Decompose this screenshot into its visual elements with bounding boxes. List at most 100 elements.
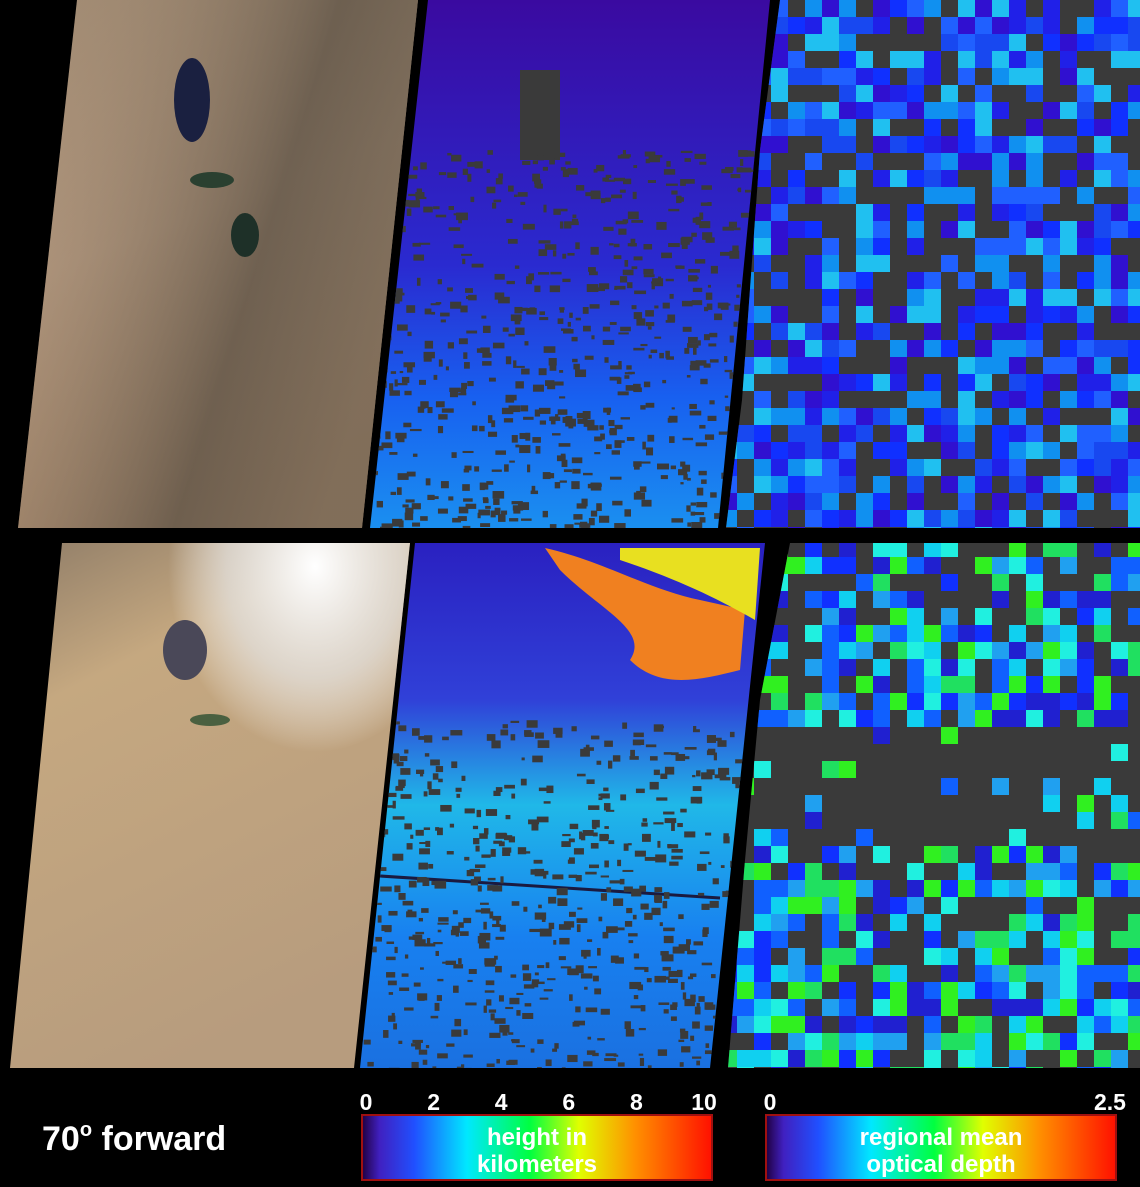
cell bbox=[856, 238, 873, 255]
speck bbox=[572, 214, 577, 219]
speck bbox=[620, 326, 631, 332]
speck bbox=[744, 189, 751, 193]
speck bbox=[691, 522, 703, 528]
depth-map-bottom bbox=[728, 543, 1140, 1068]
cell bbox=[771, 880, 788, 897]
cell bbox=[839, 642, 856, 659]
speck bbox=[583, 419, 595, 427]
speck bbox=[565, 418, 576, 427]
cell bbox=[890, 693, 907, 710]
speck bbox=[582, 325, 591, 332]
depth-caption: optical depth bbox=[866, 1151, 1015, 1178]
speck bbox=[624, 375, 630, 379]
speck bbox=[654, 895, 662, 903]
cell bbox=[1077, 965, 1094, 982]
speck bbox=[575, 875, 582, 882]
cell bbox=[771, 493, 788, 510]
speck bbox=[478, 942, 490, 949]
speck bbox=[580, 832, 586, 841]
speck bbox=[516, 1010, 521, 1016]
speck bbox=[667, 417, 672, 423]
speck bbox=[722, 226, 734, 231]
cell bbox=[941, 659, 958, 676]
speck bbox=[609, 321, 617, 325]
speck bbox=[397, 473, 409, 480]
speck bbox=[592, 1052, 599, 1057]
speck bbox=[538, 904, 542, 909]
speck bbox=[678, 1039, 685, 1043]
speck bbox=[721, 472, 728, 479]
speck bbox=[464, 362, 470, 369]
cell bbox=[1128, 1033, 1140, 1050]
speck bbox=[448, 206, 454, 211]
cell bbox=[788, 425, 805, 442]
cell bbox=[924, 710, 941, 727]
speck bbox=[576, 185, 585, 191]
speck bbox=[514, 318, 521, 325]
speck bbox=[538, 240, 551, 244]
speck bbox=[624, 1021, 631, 1029]
speck bbox=[380, 886, 392, 892]
speck bbox=[585, 192, 594, 197]
speck bbox=[661, 954, 674, 962]
cell bbox=[754, 761, 771, 778]
speck bbox=[470, 879, 478, 886]
speck bbox=[670, 1016, 677, 1021]
speck bbox=[543, 204, 547, 213]
tick-label: 4 bbox=[495, 1089, 508, 1115]
cell bbox=[771, 476, 788, 493]
cell bbox=[1077, 17, 1094, 34]
speck bbox=[534, 868, 545, 877]
speck bbox=[523, 416, 534, 420]
speck bbox=[477, 885, 482, 892]
cell bbox=[941, 442, 958, 459]
speck bbox=[381, 523, 393, 528]
speck bbox=[498, 176, 503, 183]
cell bbox=[839, 187, 856, 204]
cell bbox=[907, 659, 924, 676]
speck bbox=[696, 487, 704, 496]
speck bbox=[585, 744, 590, 749]
speck bbox=[559, 307, 564, 313]
speck bbox=[587, 939, 593, 942]
cell bbox=[992, 102, 1009, 119]
cell bbox=[992, 693, 1009, 710]
speck bbox=[562, 253, 567, 259]
speck bbox=[690, 994, 696, 1003]
cell bbox=[1026, 676, 1043, 693]
cell bbox=[924, 187, 941, 204]
speck bbox=[671, 848, 683, 853]
speck bbox=[378, 867, 387, 872]
cell bbox=[839, 0, 856, 17]
cell bbox=[1026, 897, 1043, 914]
speck bbox=[381, 380, 387, 388]
cell bbox=[1128, 187, 1140, 204]
speck bbox=[524, 732, 534, 737]
speck bbox=[612, 755, 621, 762]
cell bbox=[839, 897, 856, 914]
speck bbox=[611, 194, 623, 199]
speck bbox=[569, 823, 579, 830]
cell bbox=[754, 1016, 771, 1033]
speck bbox=[545, 1059, 552, 1067]
cell bbox=[907, 476, 924, 493]
cell bbox=[1094, 255, 1111, 272]
speck bbox=[522, 1012, 534, 1020]
cell bbox=[873, 68, 890, 85]
speck bbox=[630, 749, 635, 757]
speck bbox=[599, 283, 610, 290]
cell bbox=[839, 846, 856, 863]
cell bbox=[771, 17, 788, 34]
speck bbox=[476, 348, 486, 353]
cell bbox=[1043, 17, 1060, 34]
cell bbox=[907, 897, 924, 914]
speck bbox=[396, 487, 402, 495]
speck bbox=[383, 1030, 389, 1038]
speck bbox=[367, 1061, 374, 1067]
cell bbox=[737, 965, 754, 982]
speck bbox=[680, 482, 684, 485]
speck bbox=[634, 850, 646, 857]
speck bbox=[613, 255, 622, 260]
cell bbox=[822, 187, 839, 204]
speck bbox=[548, 357, 557, 366]
